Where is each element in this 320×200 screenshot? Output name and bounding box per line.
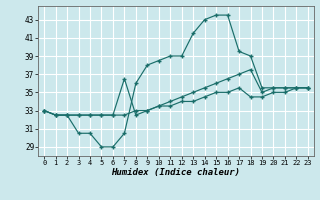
X-axis label: Humidex (Indice chaleur): Humidex (Indice chaleur)	[111, 168, 241, 177]
